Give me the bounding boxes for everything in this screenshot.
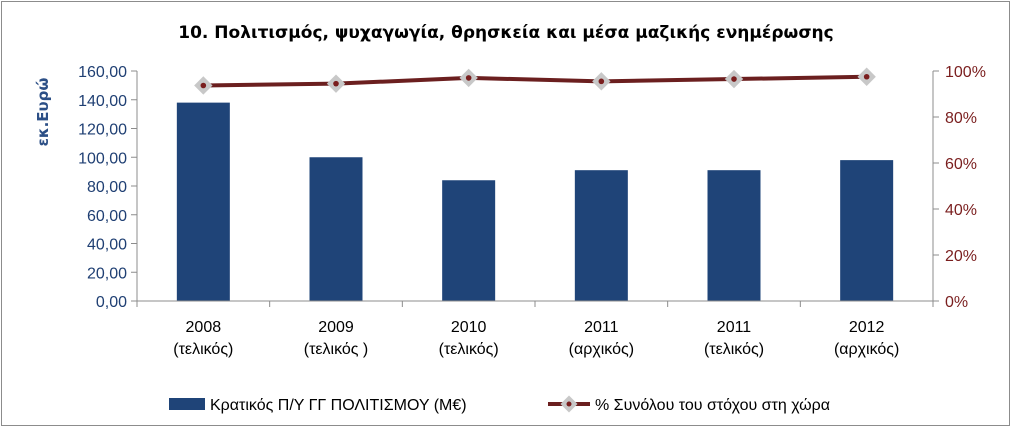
left-tick-label: 0,00 xyxy=(96,294,127,311)
x-tick-label: (τελικός) xyxy=(173,341,233,358)
series-line xyxy=(203,74,867,88)
left-tick-label: 100,00 xyxy=(78,150,127,167)
left-tick-label: 60,00 xyxy=(87,208,127,225)
right-tick-label: 40% xyxy=(945,202,977,219)
left-tick-label: 120,00 xyxy=(78,122,127,139)
x-tick-label: 2011 xyxy=(584,319,619,336)
line-point-center xyxy=(863,73,870,80)
line-point-center xyxy=(598,78,605,85)
x-tick-label: 2009 xyxy=(318,319,354,336)
line-point-center xyxy=(333,80,339,87)
left-tick-label: 140,00 xyxy=(78,93,127,110)
bar xyxy=(707,170,761,301)
left-tick-label: 160,00 xyxy=(78,64,127,81)
legend-bar-label: Κρατικός Π/Υ ΓΓ ΠΟΛΙΤΙΣΜΟΥ (Μ€) xyxy=(210,397,467,414)
line-point-center xyxy=(731,76,737,82)
bar xyxy=(309,157,363,301)
x-tick-label: (τελικός) xyxy=(704,341,764,358)
right-tick-label: 100% xyxy=(945,64,986,81)
line-point-center xyxy=(465,75,472,81)
x-axis-labels: 2008 (τελικός) 2009 (τελικός ) 2010 (τελικός)… xyxy=(136,301,934,358)
right-tick-label: 60% xyxy=(945,156,977,173)
right-tick-label: 20% xyxy=(945,248,977,265)
line-point-center xyxy=(200,82,207,89)
bar xyxy=(176,102,230,301)
chart-title: 10. Πολιτισμός, ψυχαγωγία, θρησκεία και … xyxy=(178,23,834,43)
left-axis-ticks: 0,00 20,00 40,00 60,00 80,00 100,00 120,00 140,… xyxy=(78,64,137,311)
right-tick-label: 0% xyxy=(945,294,968,311)
bar xyxy=(840,160,894,301)
x-tick-label: (τελικός) xyxy=(439,341,499,358)
x-tick-label: (αρχικός) xyxy=(569,341,634,358)
legend: Κρατικός Π/Υ ΓΓ ΠΟΛΙΤΙΣΜΟΥ (Μ€) % Συνόλο… xyxy=(169,395,830,414)
x-tick-label: (τελικός ) xyxy=(304,341,369,358)
bar xyxy=(442,180,496,301)
right-axis-ticks: 0% 20% 40% 60% 80% 100% xyxy=(933,64,986,311)
legend-line-marker-center xyxy=(566,401,572,407)
x-tick-label: 2011 xyxy=(717,319,752,336)
x-tick-label: 2010 xyxy=(451,319,487,336)
legend-line-label: % Συνόλου του στόχου στη χώρα xyxy=(595,397,830,414)
x-tick-label: 2008 xyxy=(186,319,222,336)
bar xyxy=(574,170,628,301)
left-tick-label: 40,00 xyxy=(87,237,127,254)
left-tick-label: 80,00 xyxy=(87,179,127,196)
x-tick-label: 2012 xyxy=(849,319,885,336)
legend-bar-swatch xyxy=(169,398,205,410)
y-axis-label: εκ.Ευρώ xyxy=(34,78,52,147)
left-tick-label: 20,00 xyxy=(87,265,127,282)
right-tick-label: 80% xyxy=(945,110,977,127)
bar-series xyxy=(176,102,894,301)
x-tick-label: (αρχικός) xyxy=(834,341,899,358)
line-series xyxy=(194,67,876,95)
axes xyxy=(136,71,934,302)
